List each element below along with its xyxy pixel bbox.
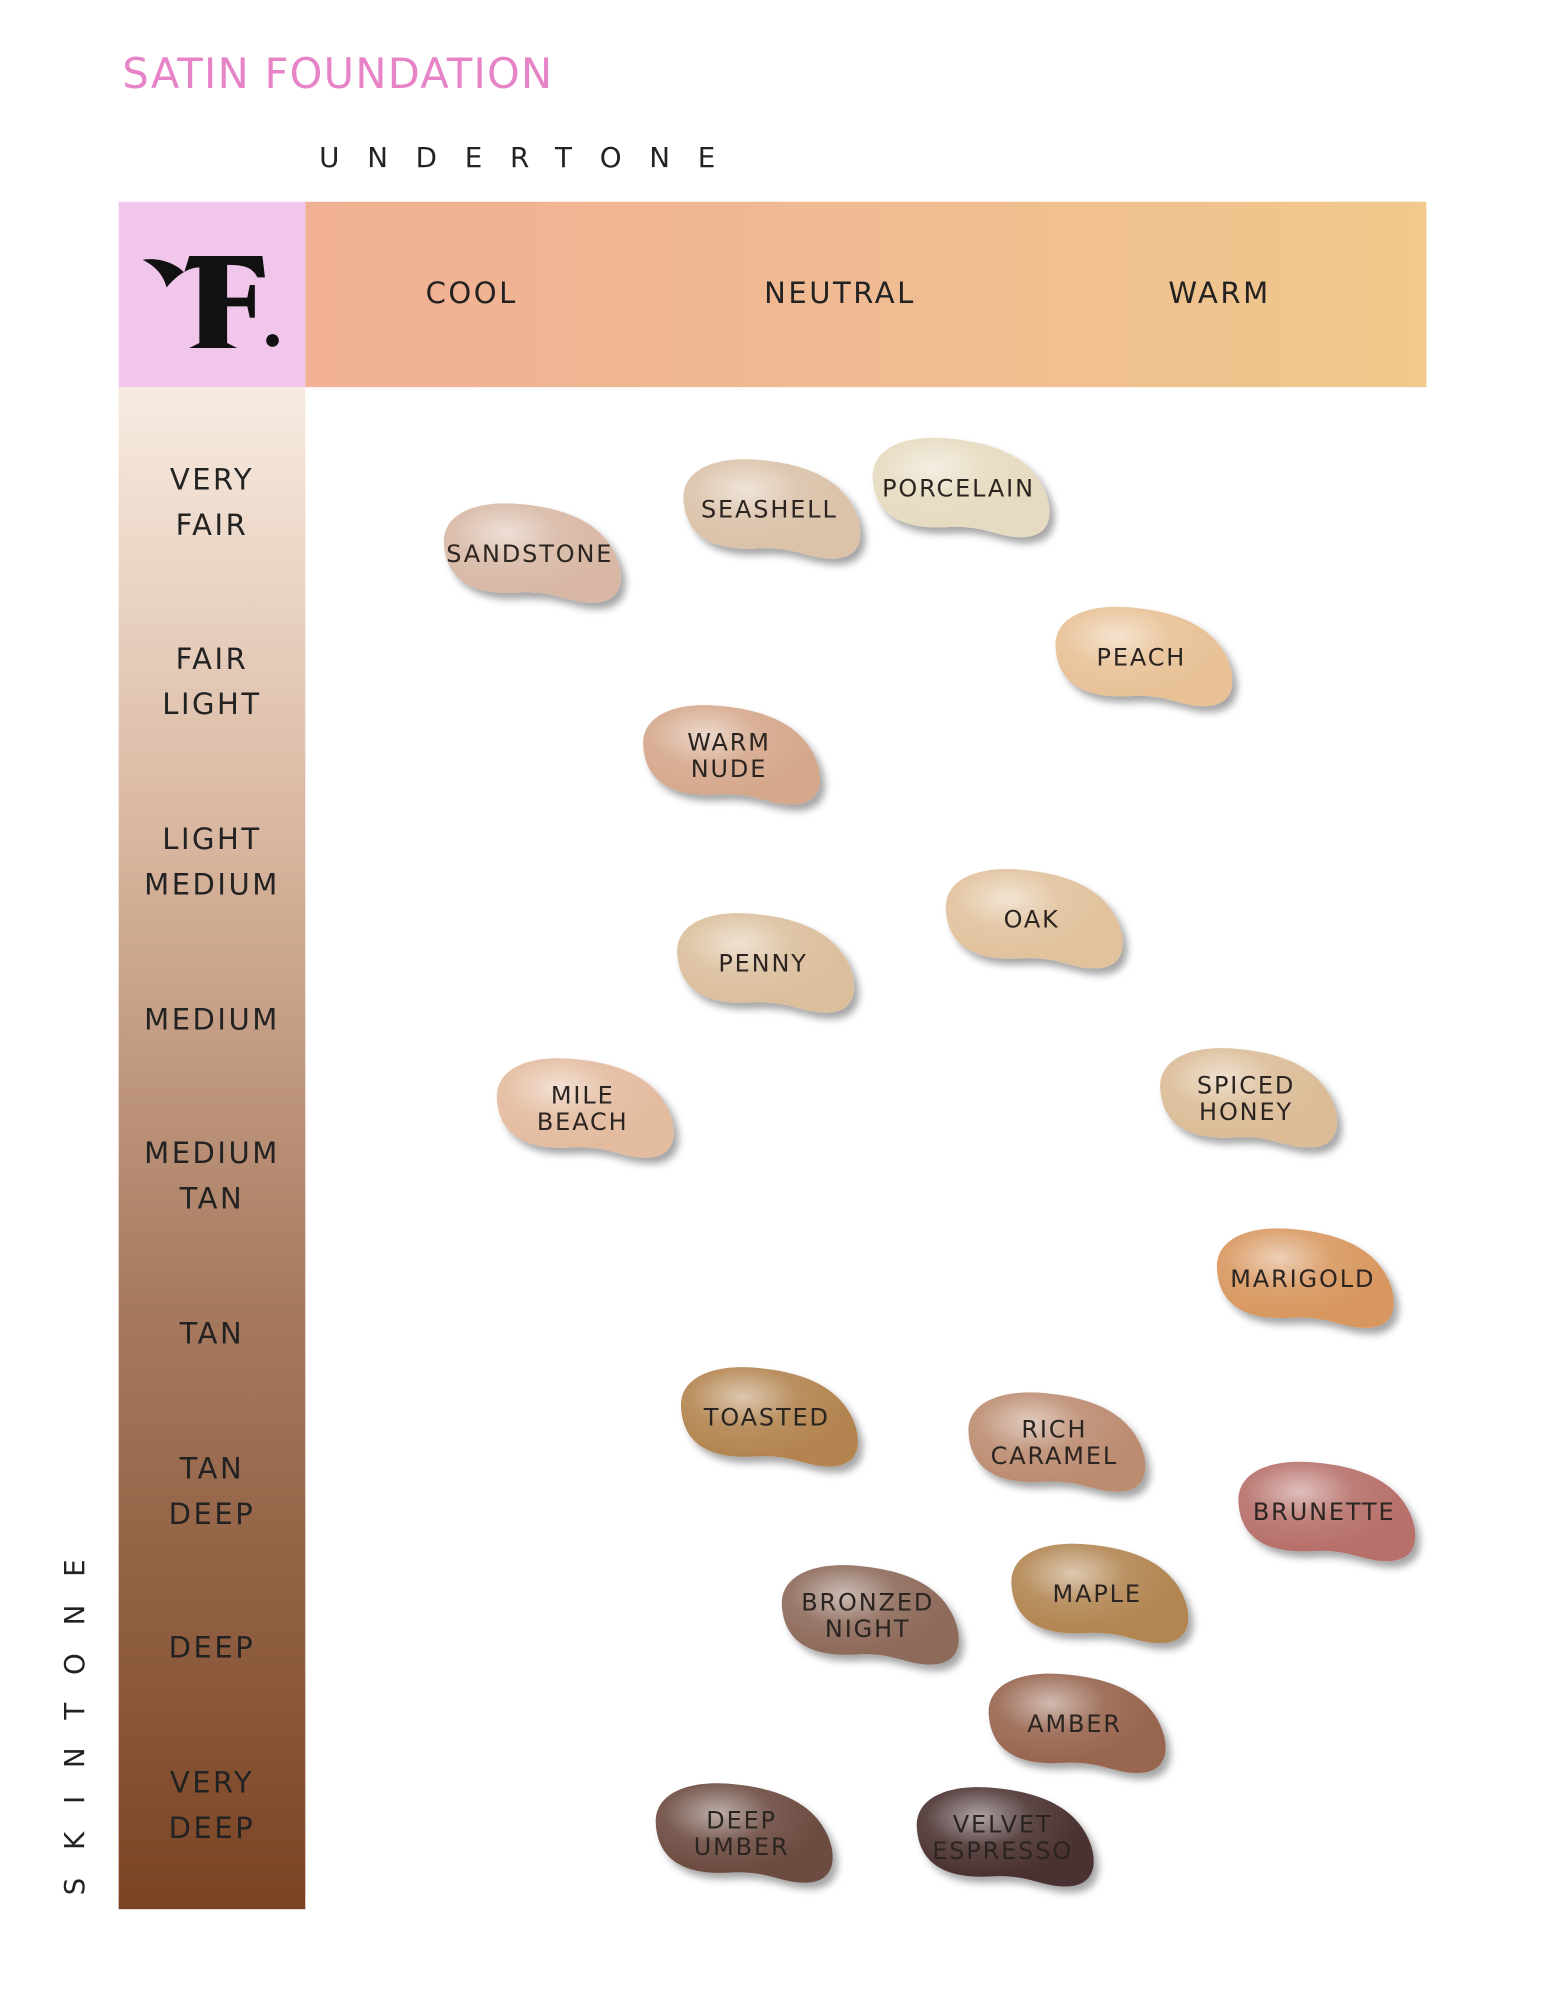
swatch: SEASHELL <box>683 459 861 559</box>
swatch-label: TOASTED <box>703 1404 830 1432</box>
swatch: MAPLE <box>1011 1543 1189 1644</box>
title: SATIN FOUNDATION <box>122 49 553 98</box>
row-label: VERY <box>170 1765 254 1799</box>
row-label: TAN <box>179 1316 245 1350</box>
swatch-label: MILE <box>551 1081 615 1109</box>
row-label: MEDIUM <box>144 868 280 902</box>
row-label: DEEP <box>169 1811 256 1845</box>
swatch-shine <box>496 1058 674 1158</box>
swatch-shine <box>968 1392 1146 1492</box>
row-label: LIGHT <box>162 687 261 721</box>
swatch-label: BRUNETTE <box>1253 1498 1396 1526</box>
swatch-label: PORCELAIN <box>882 474 1035 502</box>
swatch-label: RICH <box>1021 1416 1087 1444</box>
swatch: OAK <box>945 869 1123 969</box>
swatch-shine <box>655 1783 833 1883</box>
row-label: MEDIUM <box>144 1002 280 1036</box>
swatch-shine <box>988 1673 1166 1774</box>
swatch: AMBER <box>988 1673 1166 1774</box>
swatch-label: SPICED <box>1197 1071 1295 1099</box>
row-label: FAIR <box>176 642 249 676</box>
swatch-label: DEEP <box>706 1807 777 1835</box>
swatch-label: BRONZED <box>801 1588 934 1616</box>
row-label: TAN <box>179 1182 245 1216</box>
swatch-label: BEACH <box>537 1108 629 1136</box>
swatch-label: OAK <box>1004 906 1060 934</box>
swatch: PORCELAIN <box>872 437 1050 538</box>
row-label: MEDIUM <box>144 1136 280 1170</box>
swatch-label: UMBER <box>694 1833 790 1861</box>
row-label: DEEP <box>169 1630 256 1664</box>
swatch-shine <box>680 1367 858 1467</box>
row-label: LIGHT <box>162 822 261 856</box>
logo <box>142 255 279 349</box>
swatch-label: PENNY <box>718 950 807 978</box>
swatch-label: ESPRESSO <box>932 1837 1073 1865</box>
swatch-shine <box>1238 1461 1416 1562</box>
swatch-label: MARIGOLD <box>1230 1265 1375 1293</box>
swatch-shine <box>1011 1543 1189 1644</box>
swatch-label: NUDE <box>691 755 768 783</box>
row-label: TAN <box>179 1451 245 1485</box>
swatch: TOASTED <box>680 1367 858 1467</box>
swatch: MARIGOLD <box>1216 1228 1394 1328</box>
swatch-label: SANDSTONE <box>446 540 613 568</box>
skintone-bar <box>118 387 306 1910</box>
column-label: NEUTRAL <box>764 276 916 310</box>
swatch-label: NIGHT <box>825 1615 911 1643</box>
swatch: SANDSTONE <box>443 503 621 603</box>
swatch-shine <box>945 869 1123 969</box>
swatch-label: MAPLE <box>1053 1580 1142 1608</box>
swatch-shine <box>781 1565 959 1665</box>
column-label: WARM <box>1168 276 1270 310</box>
column-label: COOL <box>426 276 518 310</box>
header-bar <box>305 201 1427 388</box>
swatch: PEACH <box>1055 606 1233 707</box>
swatch-label: CARAMEL <box>991 1442 1118 1470</box>
skintone-label: SKINTONE <box>58 1532 91 1896</box>
row-label: DEEP <box>169 1497 256 1531</box>
content: COOL NEUTRAL WARM VERY FAIR FAIR LIGHT LIGHT MED… <box>144 276 1416 1887</box>
row-label: FAIR <box>176 508 249 542</box>
swatch-label: VELVET <box>953 1810 1053 1838</box>
swatch-label: HONEY <box>1199 1098 1293 1126</box>
swatch-label: AMBER <box>1027 1710 1122 1738</box>
swatch-shine <box>443 503 621 603</box>
swatch-shine <box>643 705 821 805</box>
swatch-label: WARM <box>687 728 771 756</box>
swatch-label: PEACH <box>1097 643 1187 671</box>
swatch-shine <box>872 437 1050 538</box>
swatch: PENNY <box>677 913 855 1013</box>
swatch-shine <box>1216 1228 1394 1328</box>
swatch: BRUNETTE <box>1238 1461 1416 1562</box>
row-label: VERY <box>170 463 254 497</box>
swatch-shine <box>683 459 861 559</box>
swatch-shine <box>677 913 855 1013</box>
undertone-label: UNDERTONE <box>319 141 743 174</box>
swatch-label: SEASHELL <box>701 496 838 524</box>
swatch-shine <box>1160 1048 1338 1148</box>
swatch-shine <box>916 1787 1094 1887</box>
swatch-shine <box>1055 606 1233 707</box>
